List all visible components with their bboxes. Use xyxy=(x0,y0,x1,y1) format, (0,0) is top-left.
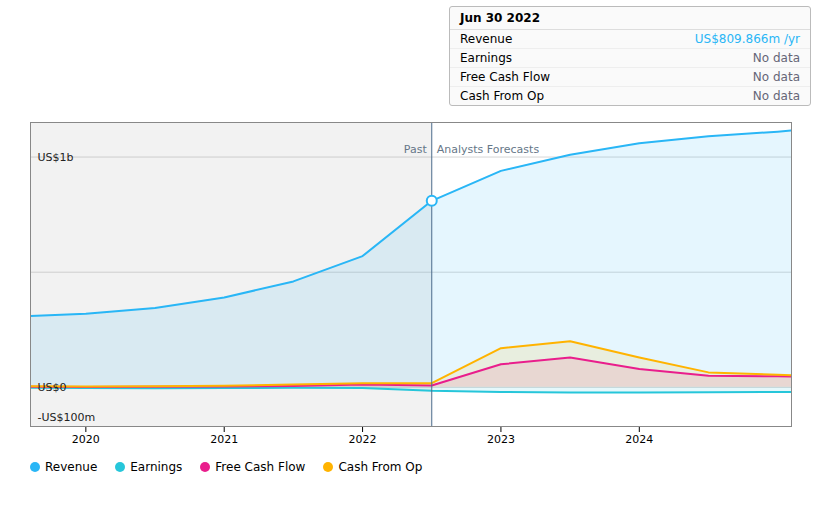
svg-text:-US$100m: -US$100m xyxy=(37,411,95,424)
svg-text:US$0: US$0 xyxy=(37,381,66,394)
html-text:Free Cash Flow: Free Cash Flow xyxy=(215,460,306,474)
html-text:Revenue: Revenue xyxy=(45,460,98,474)
html-text:No data: No data xyxy=(752,51,800,65)
html-text:US$809.866m /yr: US$809.866m /yr xyxy=(694,32,800,46)
html-text:Revenue: Revenue xyxy=(460,32,513,46)
html-text:Earnings: Earnings xyxy=(130,460,183,474)
svg-text:2023: 2023 xyxy=(487,433,515,446)
html-text:No data: No data xyxy=(752,89,800,103)
svg-text:2022: 2022 xyxy=(349,433,377,446)
html-text:Earnings: Earnings xyxy=(460,51,513,65)
svg-text:Past: Past xyxy=(404,143,428,156)
svg-text:2024: 2024 xyxy=(625,433,653,446)
html-text:Cash From Op: Cash From Op xyxy=(338,460,423,474)
svg-text:Analysts Forecasts: Analysts Forecasts xyxy=(437,143,540,156)
svg-text:2020: 2020 xyxy=(72,433,100,446)
html-text:Free Cash Flow: Free Cash Flow xyxy=(460,70,551,84)
html-text:Cash From Op: Cash From Op xyxy=(460,89,544,103)
svg-text:US$1b: US$1b xyxy=(37,151,73,164)
html-text:No data: No data xyxy=(752,70,800,84)
html-text:Jun 30 2022: Jun 30 2022 xyxy=(460,11,540,25)
svg-text:2021: 2021 xyxy=(210,433,238,446)
